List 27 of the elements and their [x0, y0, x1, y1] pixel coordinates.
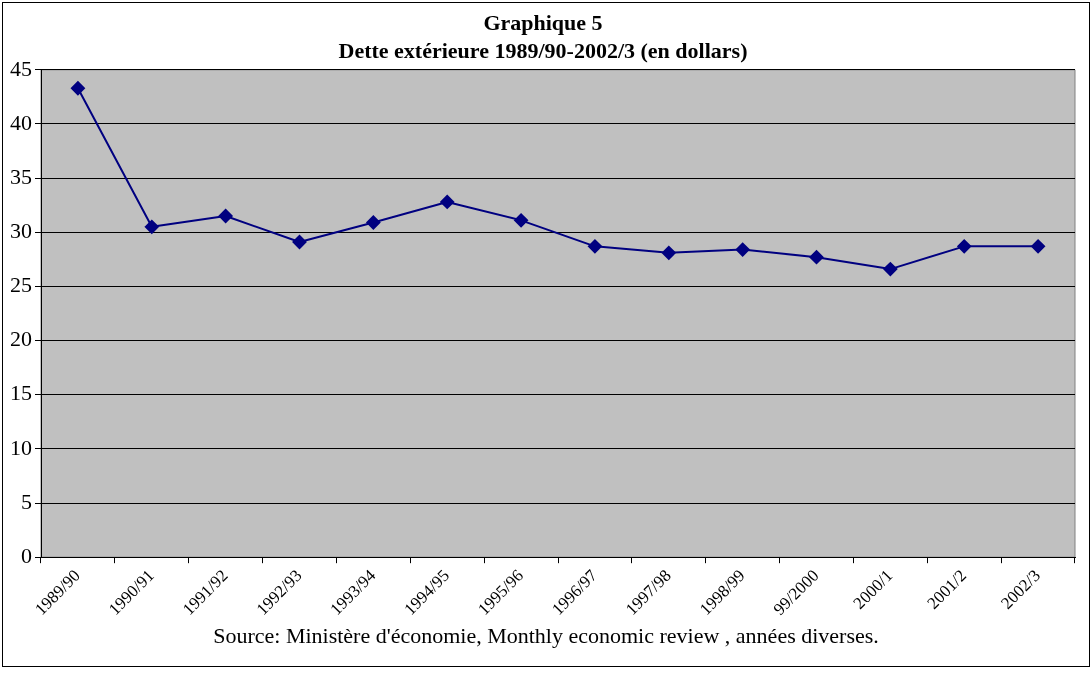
y-tick-label: 30: [10, 218, 32, 244]
point: [809, 250, 824, 265]
point: [70, 81, 85, 96]
source-note: Source: Ministère d'économie, Monthly economic review , années diverses.: [212, 623, 880, 649]
point: [514, 213, 529, 228]
point: [587, 239, 602, 254]
point: [292, 235, 307, 250]
y-tick-label: 0: [21, 542, 32, 568]
y-tick-label: 25: [10, 272, 32, 298]
y-tick-label: 40: [10, 109, 32, 135]
point: [144, 219, 159, 234]
y-tick-label: 10: [10, 434, 32, 460]
chart-subtitle: Dette extérieure 1989/90-2002/3 (en dollars): [338, 38, 748, 64]
point: [735, 242, 750, 257]
y-tick-label: 45: [10, 55, 32, 81]
point: [366, 215, 381, 230]
point: [440, 194, 455, 209]
y-tick-label: 20: [10, 326, 32, 352]
y-tick-label: 35: [10, 163, 32, 189]
point: [661, 245, 676, 260]
point: [1031, 239, 1046, 254]
y-tick-label: 15: [10, 380, 32, 406]
point: [883, 262, 898, 277]
y-tick-label: 5: [21, 488, 32, 514]
point: [218, 209, 233, 224]
point: [957, 239, 972, 254]
chart-title: Graphique 5: [483, 9, 603, 35]
